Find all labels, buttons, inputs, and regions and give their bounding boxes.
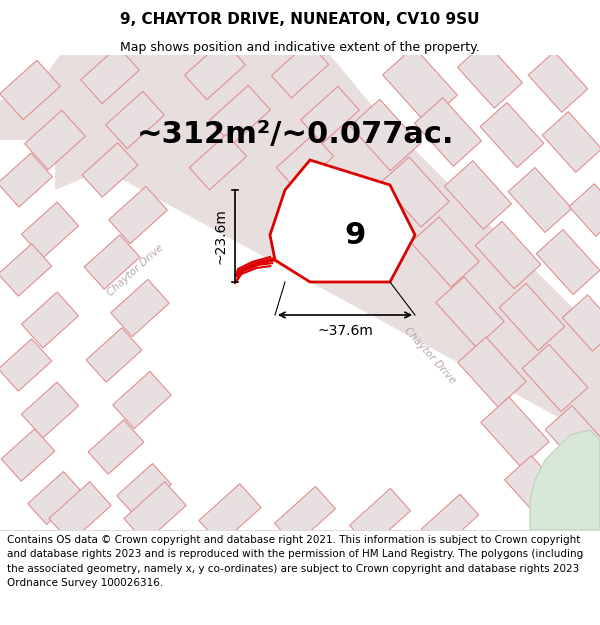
Polygon shape [271,42,329,98]
Polygon shape [275,486,335,546]
Text: ~37.6m: ~37.6m [317,324,373,338]
Polygon shape [22,202,79,258]
Text: Contains OS data © Crown copyright and database right 2021. This information is : Contains OS data © Crown copyright and d… [7,535,583,588]
Polygon shape [421,494,479,550]
Polygon shape [106,91,164,149]
Polygon shape [445,161,512,229]
Polygon shape [55,55,600,435]
Polygon shape [1,429,55,481]
Polygon shape [383,47,457,123]
Polygon shape [545,406,600,471]
Polygon shape [86,328,142,382]
Polygon shape [530,430,600,530]
Polygon shape [568,469,600,525]
Polygon shape [481,397,549,467]
Text: 9, CHAYTOR DRIVE, NUNEATON, CV10 9SU: 9, CHAYTOR DRIVE, NUNEATON, CV10 9SU [120,12,480,27]
Polygon shape [458,337,526,407]
Polygon shape [542,112,600,173]
Polygon shape [117,464,171,516]
Polygon shape [88,420,144,474]
Polygon shape [475,221,541,289]
Polygon shape [457,42,523,108]
Text: Map shows position and indicative extent of the property.: Map shows position and indicative extent… [120,41,480,54]
Polygon shape [350,99,420,171]
Polygon shape [0,153,52,207]
Polygon shape [530,430,600,530]
Text: ~23.6m: ~23.6m [214,208,228,264]
Polygon shape [270,55,600,385]
Polygon shape [569,184,600,236]
Polygon shape [270,160,415,282]
Polygon shape [415,98,482,166]
Polygon shape [185,41,245,99]
Polygon shape [22,382,79,438]
Polygon shape [209,86,271,144]
Polygon shape [109,186,167,244]
Text: Chaytor Drive: Chaytor Drive [402,325,458,385]
Polygon shape [199,484,261,544]
Polygon shape [49,482,111,542]
Polygon shape [480,102,544,168]
Polygon shape [0,55,600,440]
Polygon shape [350,489,410,548]
Polygon shape [82,142,138,198]
Polygon shape [25,110,85,170]
Polygon shape [0,60,60,120]
Polygon shape [124,482,186,542]
Polygon shape [111,279,169,337]
Polygon shape [190,134,247,190]
Polygon shape [522,344,588,412]
Polygon shape [0,244,52,296]
Polygon shape [508,168,572,232]
Polygon shape [381,157,449,227]
Polygon shape [28,471,82,524]
Text: Chaytor Drive: Chaytor Drive [105,242,165,298]
Polygon shape [562,295,600,351]
Text: 9: 9 [344,221,365,249]
Polygon shape [22,292,79,348]
Polygon shape [84,235,140,289]
Polygon shape [411,217,479,287]
Polygon shape [536,229,600,294]
Polygon shape [81,46,139,104]
Polygon shape [528,52,588,112]
Polygon shape [499,283,565,351]
Text: ~312m²/~0.077ac.: ~312m²/~0.077ac. [136,121,454,149]
Polygon shape [113,371,171,429]
Polygon shape [505,456,571,524]
Polygon shape [277,134,334,190]
Polygon shape [301,86,359,144]
Polygon shape [0,55,115,140]
Polygon shape [436,277,504,347]
Polygon shape [0,339,52,391]
